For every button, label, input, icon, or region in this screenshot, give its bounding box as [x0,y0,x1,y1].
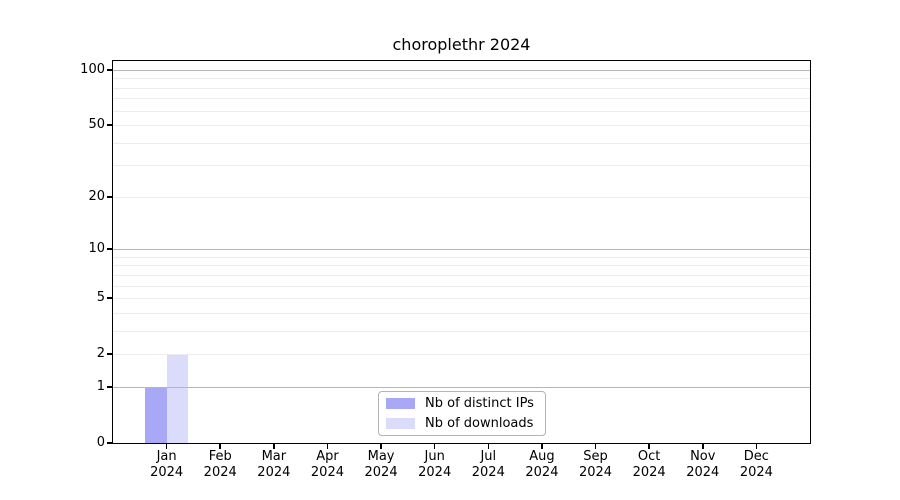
legend-swatch-distinct-ips-icon [386,398,415,409]
x-axis-tick [219,443,221,449]
legend: Nb of distinct IPs Nb of downloads [378,391,546,436]
x-axis-tick [755,443,758,449]
minor-gridline [113,298,810,300]
y-tick-label: 10 [88,241,105,257]
minor-gridline [113,125,810,127]
x-tick-month: Aug [529,449,555,464]
y-axis-tick [107,124,113,126]
y-tick-label: 20 [88,188,105,204]
y-tick-label: 1 [96,378,105,394]
minor-gridline [113,78,810,80]
legend-item-distinct-ips: Nb of distinct IPs [379,395,545,412]
x-tick-month: Sep [583,449,608,464]
x-tick-label: Jul 2024 [461,449,515,481]
x-tick-month: Jan [156,449,177,464]
minor-gridline [113,196,810,198]
y-tick-label: 2 [96,346,105,362]
x-axis-tick [326,443,329,449]
x-axis-tick [165,443,168,449]
chart-title: choroplethr 2024 [392,35,531,54]
y-axis-tick [107,196,113,198]
legend-label-distinct-ips: Nb of distinct IPs [425,396,534,411]
x-tick-label: Aug 2024 [515,449,569,481]
y-tick-label: 5 [96,290,105,306]
y-axis-tick [107,442,113,444]
x-tick-label: Sep 2024 [569,449,623,481]
x-axis-tick [380,443,382,449]
x-tick-year: 2024 [686,465,720,480]
x-axis-tick [702,443,704,449]
minor-gridline [113,265,810,267]
minor-gridline [113,98,810,100]
y-axis-tick [107,386,113,388]
x-axis-tick [594,443,597,449]
x-tick-year: 2024 [257,465,291,480]
x-tick-month: Apr [316,449,339,464]
x-tick-month: Oct [637,449,661,464]
y-tick-label: 100 [80,62,105,77]
x-tick-year: 2024 [364,465,398,480]
minor-gridline [113,330,810,332]
y-tick-label: 0 [96,435,105,450]
x-tick-label: Jan 2024 [140,449,194,481]
legend-label-downloads: Nb of downloads [425,416,534,431]
x-tick-year: 2024 [471,465,505,480]
x-axis-tick [487,443,490,449]
x-tick-year: 2024 [203,465,237,480]
x-tick-year: 2024 [739,465,773,480]
y-tick-label: 50 [88,117,105,133]
legend-swatch-downloads-icon [386,418,415,429]
y-axis-tick [107,297,113,299]
x-axis-tick [648,443,650,449]
bar-distinct-ips [145,386,167,443]
x-tick-year: 2024 [525,465,559,480]
minor-gridline [113,354,810,356]
x-tick-label: Mar 2024 [247,449,301,481]
x-tick-month: Nov [690,449,716,464]
y-axis-tick [107,248,113,250]
x-tick-month: May [367,449,395,464]
x-tick-year: 2024 [578,465,613,480]
x-tick-month: Dec [743,449,769,464]
x-tick-year: 2024 [632,465,666,480]
x-tick-month: Feb [208,449,232,464]
major-gridline [113,249,810,251]
minor-gridline [113,87,810,89]
y-axis-tick [107,69,113,71]
x-tick-label: Nov 2024 [676,449,730,481]
legend-item-downloads: Nb of downloads [379,415,545,432]
minor-gridline [113,110,810,112]
y-axis-tick [107,353,113,355]
x-tick-label: Jun 2024 [408,449,462,481]
x-tick-year: 2024 [310,465,344,480]
major-gridline [113,70,810,71]
x-tick-year: 2024 [150,465,184,480]
x-tick-year: 2024 [418,465,452,480]
minor-gridline [113,256,810,258]
minor-gridline [113,142,810,144]
x-tick-month: Mar [261,449,287,464]
x-tick-label: Dec 2024 [729,449,783,481]
minor-gridline [113,274,810,276]
x-tick-label: Oct 2024 [622,449,676,481]
x-axis-tick [541,443,543,449]
x-tick-label: Feb 2024 [193,449,247,481]
minor-gridline [113,312,810,314]
x-axis-tick [273,443,275,449]
x-tick-label: May 2024 [354,449,408,481]
major-gridline [113,386,810,388]
minor-gridline [113,285,810,287]
x-axis-tick [433,443,436,449]
x-tick-label: Apr 2024 [300,449,354,481]
minor-gridline [113,165,810,167]
bar-downloads [166,354,189,443]
x-tick-month: Jun [424,449,445,464]
x-tick-month: Jul [480,449,497,464]
